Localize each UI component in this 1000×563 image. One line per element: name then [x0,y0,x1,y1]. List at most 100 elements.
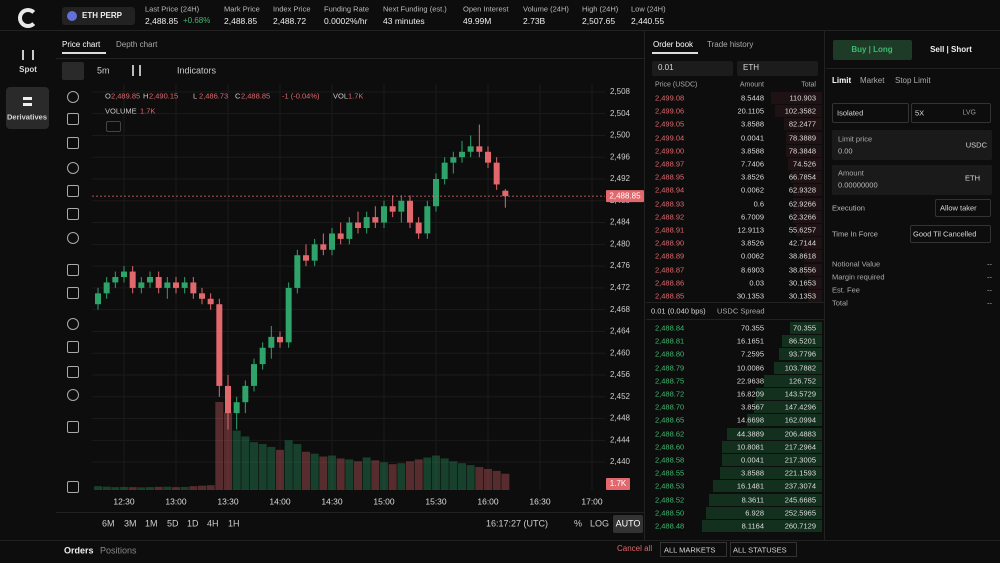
auto-bg[interactable] [613,515,643,533]
tif-select[interactable] [910,225,991,243]
volume-bar [501,473,510,490]
sidebar-item[interactable]: Spot [19,65,37,74]
collapse-legend[interactable] [106,121,121,132]
volume-bar [284,440,293,490]
book-tab[interactable]: Order book [653,40,694,49]
markets-filter[interactable] [660,542,727,557]
drawing-tool[interactable] [67,137,79,149]
book-total: 110.903 [789,93,816,103]
drawing-tool[interactable] [67,232,79,244]
buy-label[interactable]: Buy | Long [851,45,893,54]
column-header: Price (USDC) [655,81,698,89]
order-type[interactable]: Stop Limit [895,76,931,85]
candle-body [259,347,266,365]
range-button[interactable]: 1M [145,518,158,529]
size-value: 0.01 [658,63,674,72]
drawing-tool[interactable] [67,366,79,378]
bottom-tab[interactable]: Orders [64,545,94,556]
book-amount: 10.0086 [736,362,764,372]
market-select[interactable] [62,7,135,25]
y-tick-label: 2,444 [610,435,631,444]
limit-price-input[interactable] [832,130,992,160]
cancel-all[interactable]: Cancel all [617,544,653,553]
drawing-tool[interactable] [67,91,79,103]
book-total: 143.5729 [784,389,816,399]
candle-body [424,206,431,234]
ohlc-o: 2,489.85 [111,91,141,101]
summary-label: Est. Fee [832,285,860,295]
drawing-tool[interactable] [67,185,79,197]
book-amount: 3.8526 [741,172,764,182]
status-filter[interactable] [730,542,797,557]
spread-value: 0.01 (0.040 bps) [651,306,706,316]
form-label: Time In Force [832,229,878,239]
drawing-tool[interactable] [67,389,79,401]
volume-tag: 1.7K [610,479,627,488]
volume-bar [224,412,232,490]
order-type[interactable]: Market [860,76,885,85]
drawing-tool[interactable] [67,341,79,353]
scale-button[interactable]: AUTO [615,518,641,529]
range-button[interactable]: 5D [167,518,179,529]
range-button[interactable]: 1D [187,518,199,529]
depth-bar [808,290,822,302]
chart-tab[interactable]: Price chart [62,40,101,49]
chart-tab[interactable]: Depth chart [116,40,158,49]
indicators-button[interactable]: Indicators [177,65,217,76]
scale-button[interactable]: % [574,518,583,529]
drawing-tool[interactable] [67,481,79,493]
range-button[interactable]: 3M [124,518,137,529]
book-price: 2,488.62 [655,428,685,438]
leverage-select[interactable] [911,103,991,123]
book-price: 2,499.05 [655,119,685,129]
book-price: 2,488.91 [655,225,685,235]
candle-body [277,336,283,343]
drawing-tool[interactable] [67,208,79,220]
sell-label[interactable]: Sell | Short [930,45,972,54]
candle-icon [132,65,141,76]
volume-bar [371,460,380,490]
book-price: 2,488.95 [655,172,685,182]
volume-bar [336,458,345,490]
sidebar-selected[interactable] [6,87,49,129]
range-button[interactable]: 1H [228,518,240,529]
book-total: 78.3848 [788,146,816,156]
size-select[interactable] [652,61,733,76]
depth-bar [774,361,822,374]
book-tab[interactable]: Trade history [707,40,754,49]
book-price: 2,488.75 [655,376,685,386]
scale-button[interactable]: LOG [590,518,610,529]
book-amount: 0.6 [753,198,764,208]
y-tick-label: 2,464 [610,327,631,336]
execution-select[interactable] [935,199,991,217]
amount-input[interactable] [832,165,992,195]
drawing-tool[interactable] [67,421,79,433]
candle-body [121,271,127,277]
bottom-bar [0,540,1000,563]
bottom-tab[interactable]: Positions [100,545,137,556]
filter[interactable]: ALL STATUSES [733,545,787,555]
book-amount: 16.8209 [736,389,764,399]
drawing-tool[interactable] [67,162,79,174]
market-name[interactable]: ETH PERP [82,11,123,20]
drawing-tool[interactable] [67,318,79,330]
book-total: 30.1653 [788,278,816,288]
order-type[interactable]: Limit [832,76,852,85]
range-button[interactable]: 6M [102,518,115,529]
asset-select[interactable] [737,61,818,76]
margin-select[interactable] [832,103,909,123]
sidebar-item[interactable]: Derivatives [6,112,48,122]
filter[interactable]: ALL MARKETS [664,545,716,555]
drawing-tool[interactable] [67,264,79,276]
drawing-tool[interactable] [67,113,79,125]
drawing-tool[interactable] [67,287,79,299]
book-total: 55.6257 [788,225,816,235]
book-price: 2,488.92 [655,212,685,222]
buy-button[interactable] [833,40,912,60]
range-button[interactable]: 4H [207,518,219,529]
book-amount: 0.0041 [741,455,764,465]
crosshair-tool[interactable] [62,62,84,80]
interval-button[interactable]: 5m [97,65,110,76]
book-amount: 8.1164 [741,521,764,531]
candle-body [346,222,353,239]
